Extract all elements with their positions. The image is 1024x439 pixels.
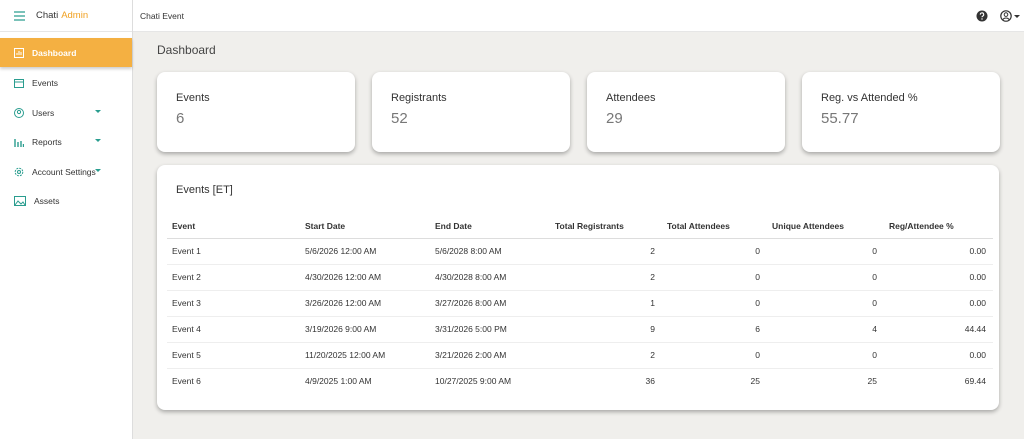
nav-item[interactable]: Events <box>0 68 132 97</box>
stat-value: 29 <box>606 110 623 127</box>
column-header: Total Registrants <box>550 215 662 239</box>
stat-label: Registrants <box>391 92 447 104</box>
table-cell: 6 <box>662 316 767 343</box>
column-header: Event <box>167 215 300 239</box>
table-cell: 0 <box>767 238 884 265</box>
table-cell: 3/21/2026 2:00 AM <box>430 342 550 369</box>
table-row: Event 2 4/30/2026 12:00 AM 4/30/2028 8:00 … <box>167 264 993 291</box>
stat-card: Attendees 29 <box>587 72 785 152</box>
events-table: Event Start Date End Date Total Registrants… <box>167 215 993 394</box>
table-cell: 25 <box>867 376 877 387</box>
table-cell: 0.00 <box>884 342 993 369</box>
topbar: Chati Event <box>133 0 1024 32</box>
table-cell: Event 4 <box>167 316 300 343</box>
stat-value: 52 <box>391 110 408 127</box>
table-cell: 0 <box>767 264 884 291</box>
events-table-card: Events [ET] Event Start Date End Date Total… <box>157 165 999 410</box>
nav-item[interactable]: Users <box>0 98 132 127</box>
table-cell: Event 5 <box>167 342 300 369</box>
nav-label: Users <box>32 107 55 118</box>
table-cell: 0.00 <box>884 264 993 291</box>
brand-accent: Admin <box>61 10 89 21</box>
table-cell: 36 <box>645 376 655 387</box>
table-cell: 0.00 <box>884 290 993 317</box>
table-cell: 3/27/2026 8:00 AM <box>430 290 550 317</box>
table-cell: 5/6/2026 12:00 AM <box>300 238 430 265</box>
sidebar: Chati Admin Dashboard Events Users Report… <box>0 0 133 439</box>
table-cell: 3/19/2026 9:00 AM <box>300 316 430 343</box>
menu-icon[interactable] <box>14 10 26 21</box>
table-row: Event 6 4/9/2025 1:00 AM 10/27/2025 9:00 A… <box>167 368 993 394</box>
table-cell: 25 <box>750 376 760 387</box>
nav-item[interactable]: Assets <box>0 186 132 215</box>
table-title: Events [ET] <box>176 184 233 196</box>
table-cell: 0 <box>662 238 767 265</box>
stat-card: Events 6 <box>157 72 355 152</box>
table-row: Event 3 3/26/2026 12:00 AM 3/27/2026 8:00 … <box>167 290 993 317</box>
table-cell: 4/30/2026 12:00 AM <box>300 264 430 291</box>
table-cell: 2 <box>550 342 662 369</box>
table-cell: 4/9/2025 1:00 AM <box>305 376 372 387</box>
table-row: Event 4 3/19/2026 9:00 AM 3/31/2026 5:00 P… <box>167 316 993 343</box>
table-cell: 69.44 <box>964 376 986 387</box>
stat-value: 6 <box>176 110 185 127</box>
table-cell: 0 <box>767 342 884 369</box>
table-cell: Event 2 <box>167 264 300 291</box>
table-cell: Event 6 <box>172 376 201 387</box>
table-cell: 0 <box>662 264 767 291</box>
column-header: Total Attendees <box>662 215 767 239</box>
column-header: End Date <box>430 215 550 239</box>
nav-item[interactable]: Dashboard <box>0 38 132 67</box>
table-cell: Event 1 <box>167 238 300 265</box>
nav-label: Assets <box>34 195 60 206</box>
table-cell: 0.00 <box>884 238 993 265</box>
table-cell: 3/31/2026 5:00 PM <box>430 316 550 343</box>
table-row: Event 5 11/20/2025 12:00 AM 3/21/2026 2:00… <box>167 342 993 369</box>
page-title: Dashboard <box>157 43 216 57</box>
column-header: Start Date <box>300 215 430 239</box>
table-cell: 44.44 <box>884 316 993 343</box>
table-cell: 2 <box>550 238 662 265</box>
table-cell: 0 <box>767 290 884 317</box>
table-cell: 1 <box>550 290 662 317</box>
table-row: Event 1 5/6/2026 12:00 AM 5/6/2028 8:00 AM… <box>167 238 993 265</box>
nav-label: Account Settings <box>32 166 96 177</box>
help-icon[interactable] <box>976 10 988 22</box>
brand: Chati Admin <box>0 0 132 32</box>
header-row: Event Start Date End Date Total Registrants… <box>167 215 993 239</box>
stat-value: 55.77 <box>821 110 859 127</box>
table-cell: 10/27/2025 9:00 AM <box>435 376 512 387</box>
stat-card: Reg. vs Attended % 55.77 <box>802 72 1000 152</box>
stat-label: Attendees <box>606 92 656 104</box>
table-cell: 2 <box>550 264 662 291</box>
nav-label: Events <box>32 77 58 88</box>
table-cell: 3/26/2026 12:00 AM <box>300 290 430 317</box>
table-cell: 0 <box>662 342 767 369</box>
nav-label: Reports <box>32 136 62 147</box>
nav-item[interactable]: Reports <box>0 127 132 156</box>
stat-card: Registrants 52 <box>372 72 570 152</box>
table-body: Event 1 5/6/2026 12:00 AM 5/6/2028 8:00 AM… <box>167 238 993 394</box>
account-menu[interactable] <box>1000 10 1022 22</box>
column-header: Reg/Attendee % <box>884 215 993 239</box>
nav-item[interactable]: Account Settings <box>0 157 132 186</box>
table-cell: 9 <box>550 316 662 343</box>
stat-label: Reg. vs Attended % <box>821 92 918 104</box>
topbar-title: Chati Event <box>140 10 184 21</box>
table-cell: 5/6/2028 8:00 AM <box>430 238 550 265</box>
brand-name: Chati <box>36 10 59 21</box>
table-cell: 4/30/2028 8:00 AM <box>430 264 550 291</box>
nav-label: Dashboard <box>32 47 77 58</box>
column-header: Unique Attendees <box>767 215 884 239</box>
table-cell: 4 <box>767 316 884 343</box>
table-cell: Event 3 <box>167 290 300 317</box>
stat-label: Events <box>176 92 210 104</box>
table-cell: 0 <box>662 290 767 317</box>
table-cell: 11/20/2025 12:00 AM <box>300 342 430 369</box>
